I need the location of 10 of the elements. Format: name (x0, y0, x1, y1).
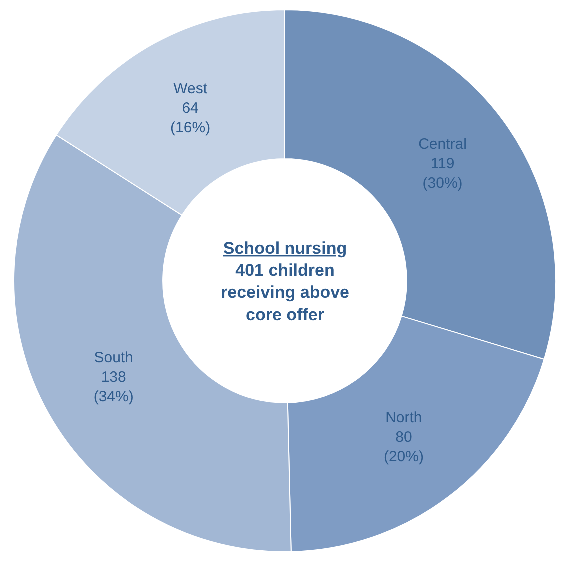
data-label: 64 (16%) (170, 100, 211, 137)
slice-label: South (94, 349, 134, 366)
data-label: 80 (20%) (384, 428, 424, 466)
text: 401 children receiving above core offer (221, 261, 350, 324)
data-label: 119 (30%) (422, 155, 463, 192)
data-label: 138 (34%) (94, 368, 134, 406)
slice-label: West (174, 80, 208, 98)
text: School nursing (223, 239, 348, 258)
slice-label: Central (418, 136, 467, 153)
slice-label: North (386, 409, 422, 426)
